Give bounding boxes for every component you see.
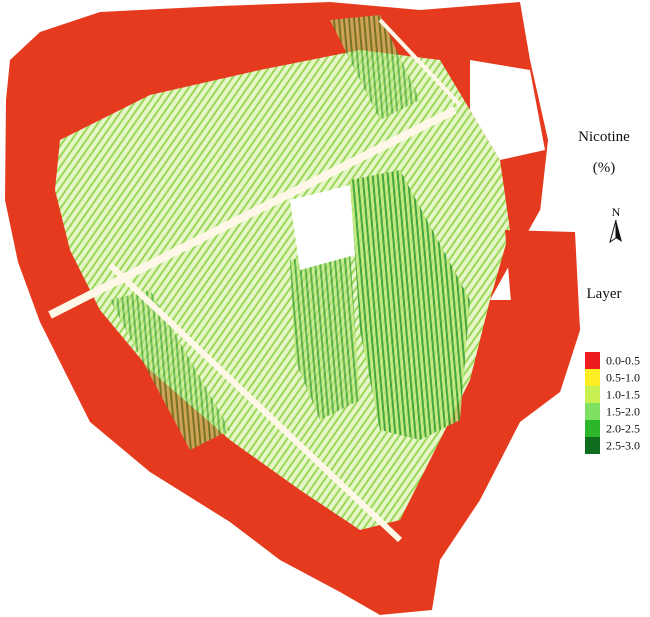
road [48,106,457,319]
legend-label: 2.0-2.5 [606,422,640,436]
legend-swatch [585,420,600,437]
legend-label: 0.0-0.5 [606,354,640,368]
legend-swatch [585,352,600,369]
legend-title: Layer [587,286,622,302]
north-label: N [612,205,621,219]
north-arrow-half [616,220,622,242]
legend-label: 0.5-1.0 [606,371,640,385]
dark-strip [110,290,230,450]
legend-swatch [585,369,600,386]
north-arrow: N [609,205,622,244]
legend-swatch [585,386,600,403]
legend-variable: Nicotine [578,129,630,145]
legend-swatch [585,403,600,420]
road [378,18,462,107]
legend-unit: (%) [593,160,616,176]
dark-strip [350,170,470,440]
blank-area [290,185,355,270]
north-arrow-half [609,219,617,244]
blank-area [470,60,545,160]
legend-label: 2.5-3.0 [606,439,640,453]
dark-strip [290,250,360,420]
legend-label: 1.5-2.0 [606,405,640,419]
dark-strip [330,15,420,120]
legend: 0.0-0.5 0.5-1.0 1.0-1.5 1.5-2.0 2.0-2.5 2.5-3… [585,352,640,454]
legend-label: 1.0-1.5 [606,388,640,402]
red-patch [505,230,580,392]
map [5,2,580,615]
legend-swatch [585,437,600,454]
road [107,262,403,543]
